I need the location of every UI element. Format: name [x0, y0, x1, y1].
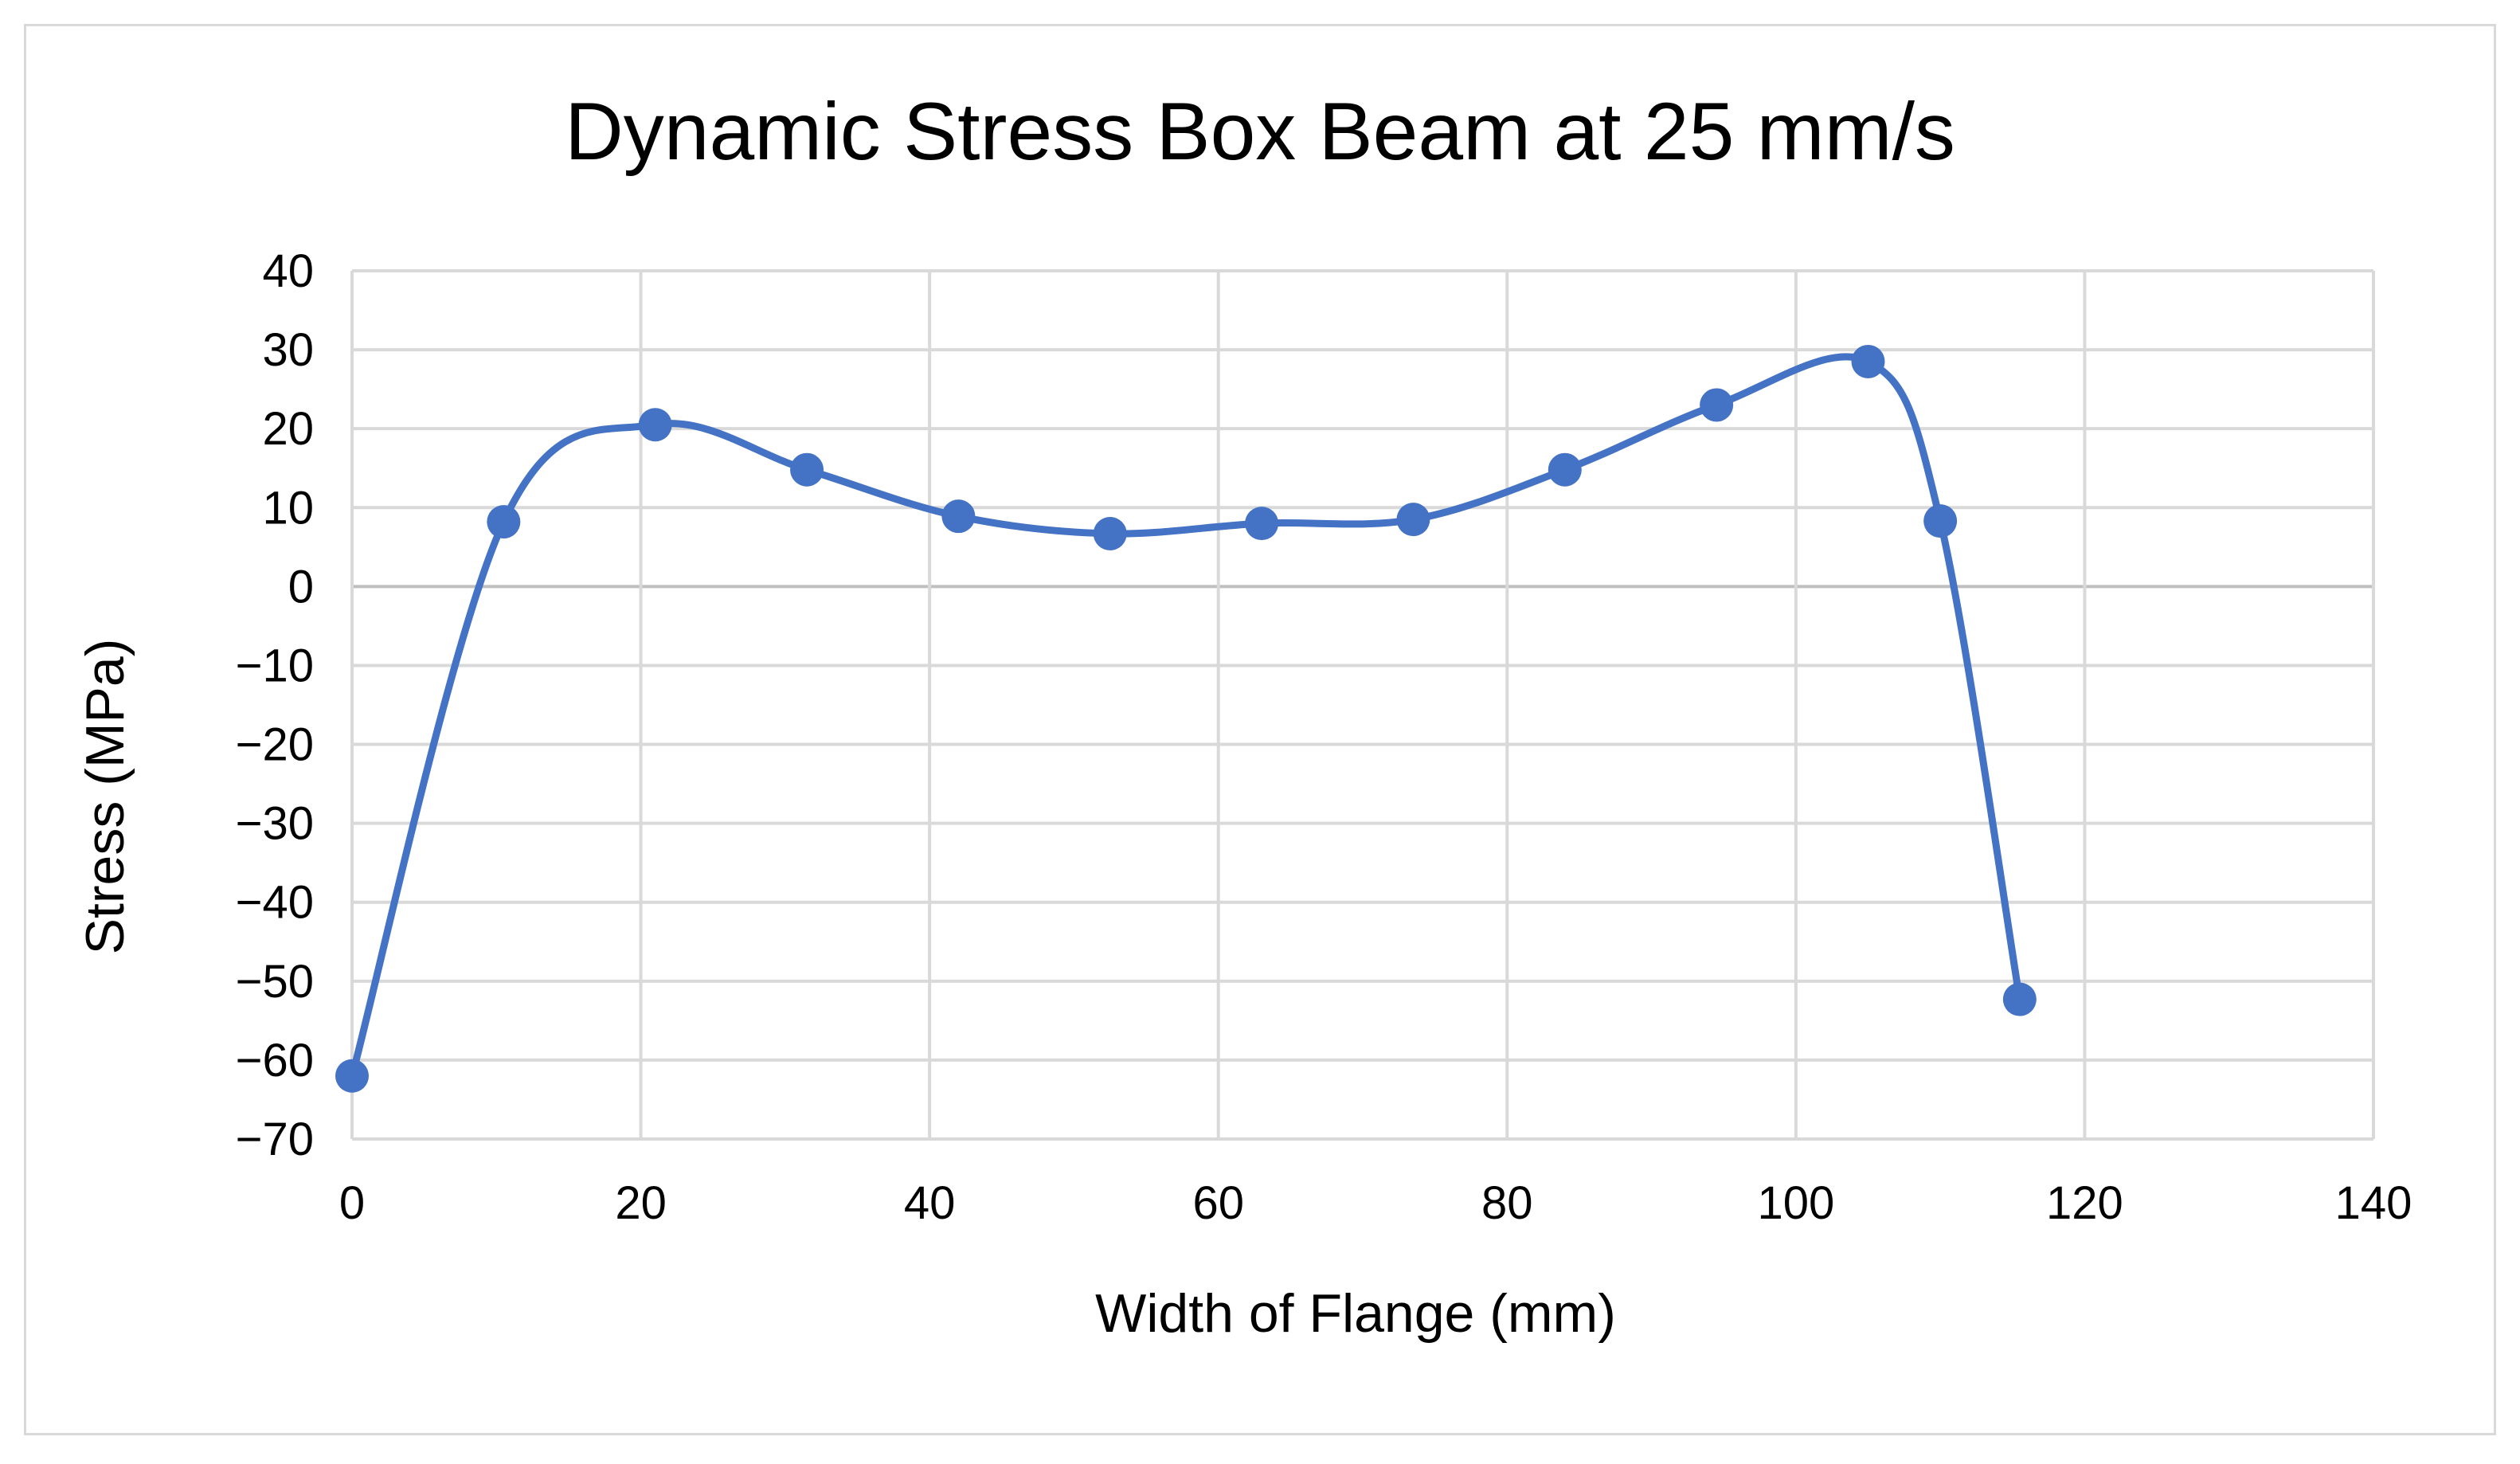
data-point: [1923, 504, 1958, 538]
x-axis-label: Width of Flange (mm): [1095, 1283, 1616, 1344]
data-point: [1245, 507, 1279, 541]
y-tick-label: 20: [262, 403, 314, 455]
x-tick-label: 20: [615, 1177, 667, 1229]
data-point: [1548, 452, 1582, 487]
y-tick-label: −20: [236, 719, 314, 771]
y-tick-label: 40: [262, 245, 314, 297]
x-tick-label: 140: [2335, 1177, 2412, 1229]
x-axis-ticks: 0 20 40 60 80 100 120 140: [339, 1177, 2412, 1229]
y-tick-label: −30: [236, 798, 314, 850]
series-layer: [335, 344, 2037, 1093]
y-tick-label: 30: [262, 324, 314, 376]
data-point: [1093, 516, 1127, 550]
y-axis-label: Stress (MPa): [75, 639, 135, 955]
data-point: [335, 1059, 369, 1093]
data-point: [638, 408, 672, 442]
y-tick-label: 10: [262, 482, 314, 534]
x-tick-label: 120: [2046, 1177, 2123, 1229]
data-point: [1700, 388, 1734, 422]
chart-title: Dynamic Stress Box Beam at 25 mm/s: [565, 86, 1955, 177]
data-point: [941, 499, 976, 534]
y-tick-label: −60: [236, 1035, 314, 1086]
series-line: [348, 353, 2024, 1080]
data-point: [1396, 503, 1430, 537]
data-point: [790, 452, 824, 487]
x-tick-label: 60: [1192, 1177, 1244, 1229]
grid-lines: [350, 269, 2375, 1141]
y-tick-label: −50: [236, 956, 314, 1008]
data-point: [2002, 982, 2037, 1016]
x-tick-label: 40: [904, 1177, 956, 1229]
data-point: [487, 505, 521, 539]
y-tick-label: −40: [236, 877, 314, 929]
data-point: [1851, 344, 1885, 378]
x-tick-label: 80: [1481, 1177, 1533, 1229]
x-tick-label: 100: [1757, 1177, 1834, 1229]
x-tick-label: 0: [339, 1177, 365, 1229]
y-tick-label: −70: [236, 1114, 314, 1165]
y-tick-label: 0: [288, 561, 314, 613]
y-axis-ticks: 40 30 20 10 0 −10 −20 −30 −40 −50 −60 −70: [236, 245, 314, 1165]
y-tick-label: −10: [236, 640, 314, 691]
